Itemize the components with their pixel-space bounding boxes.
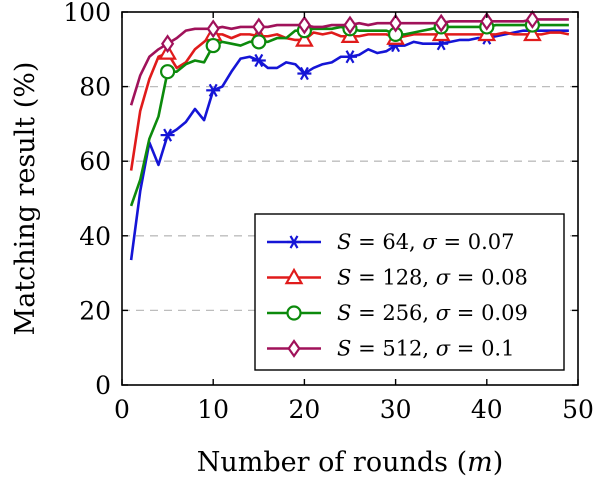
x-tick-label-50: 50 (562, 395, 594, 424)
series-line-2 (129, 31, 570, 171)
x-axis-title: Number of rounds (m) (197, 447, 504, 478)
series-3-marker-x10 (205, 37, 221, 54)
legend-entry-3: S = 256, σ = 0.09 (267, 301, 528, 325)
series-1-marker-x20 (297, 66, 312, 81)
series-4-marker-x15 (252, 17, 266, 37)
legend-swatch-marker-2 (284, 267, 304, 285)
series-2-marker-x45 (523, 24, 542, 42)
x-tick-label-10: 10 (197, 395, 229, 424)
y-axis-title: Matching result (%) (10, 62, 41, 336)
legend: S = 64, σ = 0.07 S = 128, σ = 0.08 S = 256… (254, 213, 565, 371)
legend-label-2: S = 128, σ = 0.08 (337, 266, 528, 290)
y-tick-label-0: 0 (95, 371, 111, 400)
y-tick-label-80: 80 (79, 73, 111, 102)
series-4-marker-x25 (343, 15, 357, 35)
x-tick-label-20: 20 (288, 395, 320, 424)
legend-entry-2: S = 128, σ = 0.08 (267, 266, 528, 290)
x-tick-label-40: 40 (471, 395, 503, 424)
series-1-marker-x10 (206, 83, 221, 97)
legend-entry-1: S = 64, σ = 0.07 (267, 230, 514, 254)
series-4-marker-x5 (161, 34, 175, 54)
legend-label-4: S = 512, σ = 0.1 (337, 337, 514, 361)
legend-swatch-marker-1 (287, 235, 301, 249)
legend-label-1: S = 64, σ = 0.07 (337, 230, 514, 254)
series-4-marker-x10 (206, 19, 220, 39)
series-4-marker-x45 (525, 10, 539, 29)
x-tick-label-30: 30 (380, 395, 412, 424)
y-tick-label-60: 60 (79, 147, 111, 176)
axes: 0 10 20 30 40 50 0 20 40 60 80 100 Number of rounds … (10, 0, 594, 478)
y-tick-label-40: 40 (79, 222, 111, 251)
series-1-marker-x5 (160, 128, 175, 142)
series-layer (129, 10, 570, 261)
legend-box (254, 213, 565, 371)
legend-label-3: S = 256, σ = 0.09 (337, 301, 528, 325)
series-1-marker-x25 (343, 50, 357, 64)
series-4-marker-x20 (297, 15, 311, 35)
legend-swatch-marker-3 (286, 305, 302, 321)
series-4-marker-x30 (389, 13, 403, 33)
y-tick-label-20: 20 (79, 296, 111, 325)
series-4-marker-x35 (434, 13, 448, 33)
y-tick-label-100: 100 (63, 0, 111, 27)
series-line-3 (129, 23, 569, 207)
series-4-marker-x40 (480, 11, 494, 31)
series-2-marker-x20 (295, 30, 314, 47)
series-3-marker-x15 (251, 34, 267, 50)
legend-swatch-marker-4 (287, 339, 301, 358)
series-1-marker-x15 (251, 53, 266, 68)
series-3-marker-x5 (160, 64, 176, 80)
plot-frame (121, 11, 579, 386)
legend-entry-4: S = 512, σ = 0.1 (267, 337, 514, 361)
x-tick-label-0: 0 (114, 395, 130, 424)
